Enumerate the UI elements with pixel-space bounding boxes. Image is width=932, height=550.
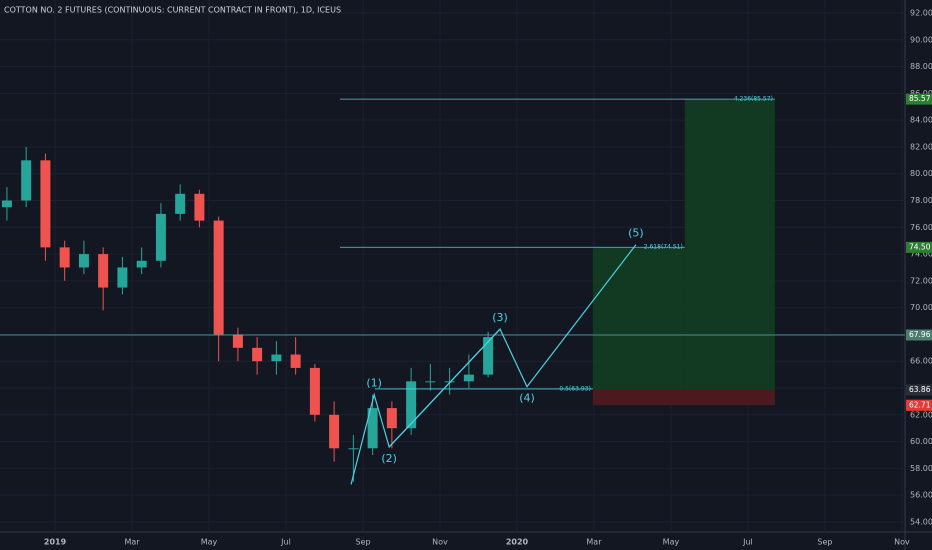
wave-trend	[388, 328, 501, 448]
price-label: 63.86	[909, 385, 931, 394]
target-zone	[684, 99, 775, 391]
y-tick-label: 62.00	[910, 410, 932, 419]
y-tick-label: 76.00	[910, 223, 932, 232]
candle-body	[1, 200, 12, 208]
y-tick-label: 88.00	[910, 62, 932, 71]
y-tick-label: 82.00	[910, 142, 932, 151]
wave-label: (2)	[381, 452, 397, 465]
candle-body	[483, 337, 494, 375]
candle-body	[329, 414, 340, 449]
candle-body	[136, 260, 147, 268]
price-label-bg	[906, 329, 932, 341]
y-tick-label: 90.00	[910, 35, 932, 44]
candle-body	[309, 367, 320, 415]
candle-body	[175, 193, 186, 214]
wave-label: (5)	[628, 227, 644, 240]
price-label-bg	[906, 399, 932, 411]
x-tick-label: Jul	[280, 538, 291, 547]
stop-zone	[592, 390, 775, 406]
candle-body	[348, 448, 359, 450]
y-tick-label: 74.00	[910, 250, 932, 259]
wave-label: (4)	[519, 392, 535, 405]
y-tick-label: 80.00	[910, 169, 932, 178]
x-tick-label: May	[201, 538, 218, 547]
x-tick-label: Sep	[817, 538, 832, 547]
candle-body	[425, 381, 436, 383]
price-label-bg	[906, 384, 932, 396]
y-tick-label: 78.00	[910, 196, 932, 205]
candle-body	[367, 408, 378, 449]
candle-body	[213, 220, 224, 335]
y-tick-label: 54.00	[910, 517, 932, 526]
candle-body	[290, 354, 301, 368]
x-tick-label: Nov	[432, 538, 448, 547]
x-tick-label: Mar	[124, 538, 140, 547]
candle-body	[117, 267, 128, 288]
x-tick-label: 2020	[506, 538, 529, 547]
wave-label: (3)	[492, 311, 508, 324]
y-tick-label: 58.00	[910, 464, 932, 473]
y-tick-label: 92.00	[910, 8, 932, 17]
price-label: 67.96	[909, 330, 931, 339]
price-label: 74.50	[909, 242, 931, 251]
x-tick-label: Mar	[586, 538, 602, 547]
target-zone	[592, 247, 685, 391]
candle-body	[406, 381, 417, 429]
x-tick-label: Jul	[742, 538, 753, 547]
fib-label: 4.236(85.57)	[734, 96, 773, 103]
candle-body	[386, 408, 397, 429]
candle-body	[463, 374, 474, 382]
y-tick-label: 84.00	[910, 116, 932, 125]
wave-label: (1)	[366, 377, 382, 390]
candle-body	[444, 381, 455, 383]
price-label-bg	[906, 93, 932, 105]
candle-body	[194, 193, 205, 221]
fib-label: 0.5(63.93)	[559, 385, 590, 392]
y-tick-label: 70.00	[910, 303, 932, 312]
candle-body	[155, 213, 166, 261]
candle-body	[78, 254, 89, 268]
candle-body	[252, 347, 263, 362]
y-tick-label: 72.00	[910, 276, 932, 285]
candle-body	[59, 247, 70, 268]
candle-body	[232, 334, 243, 348]
x-tick-label: Nov	[894, 538, 910, 547]
x-tick-label: May	[663, 538, 680, 547]
y-tick-label: 56.00	[910, 491, 932, 500]
price-label: 62.71	[909, 400, 931, 409]
x-tick-label: Sep	[355, 538, 370, 547]
price-label-bg	[906, 241, 932, 253]
chart-title: COTTON NO. 2 FUTURES (CONTINUOUS: CURREN…	[4, 6, 341, 15]
candle-body	[98, 254, 109, 288]
candle-body	[271, 354, 282, 362]
y-tick-label: 60.00	[910, 437, 932, 446]
fib-label: 2.618(74.51)	[644, 244, 683, 251]
candle-body	[21, 160, 32, 201]
x-tick-label: 2019	[44, 538, 67, 547]
price-label: 85.57	[909, 94, 931, 103]
y-tick-label: 66.00	[910, 357, 932, 366]
candle-body	[40, 160, 51, 248]
y-tick-label: 86.00	[910, 89, 932, 98]
